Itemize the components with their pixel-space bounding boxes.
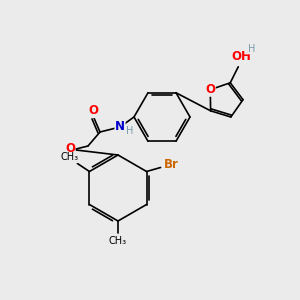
Text: O: O [205, 83, 215, 96]
Text: CH₃: CH₃ [109, 236, 127, 246]
Text: OH: OH [231, 50, 251, 63]
Text: N: N [115, 121, 125, 134]
Text: Br: Br [164, 158, 179, 171]
Text: H: H [248, 44, 255, 54]
Text: O: O [88, 104, 98, 118]
Text: O: O [65, 142, 75, 155]
Text: CH₃: CH₃ [60, 152, 79, 163]
Text: H: H [126, 126, 134, 136]
